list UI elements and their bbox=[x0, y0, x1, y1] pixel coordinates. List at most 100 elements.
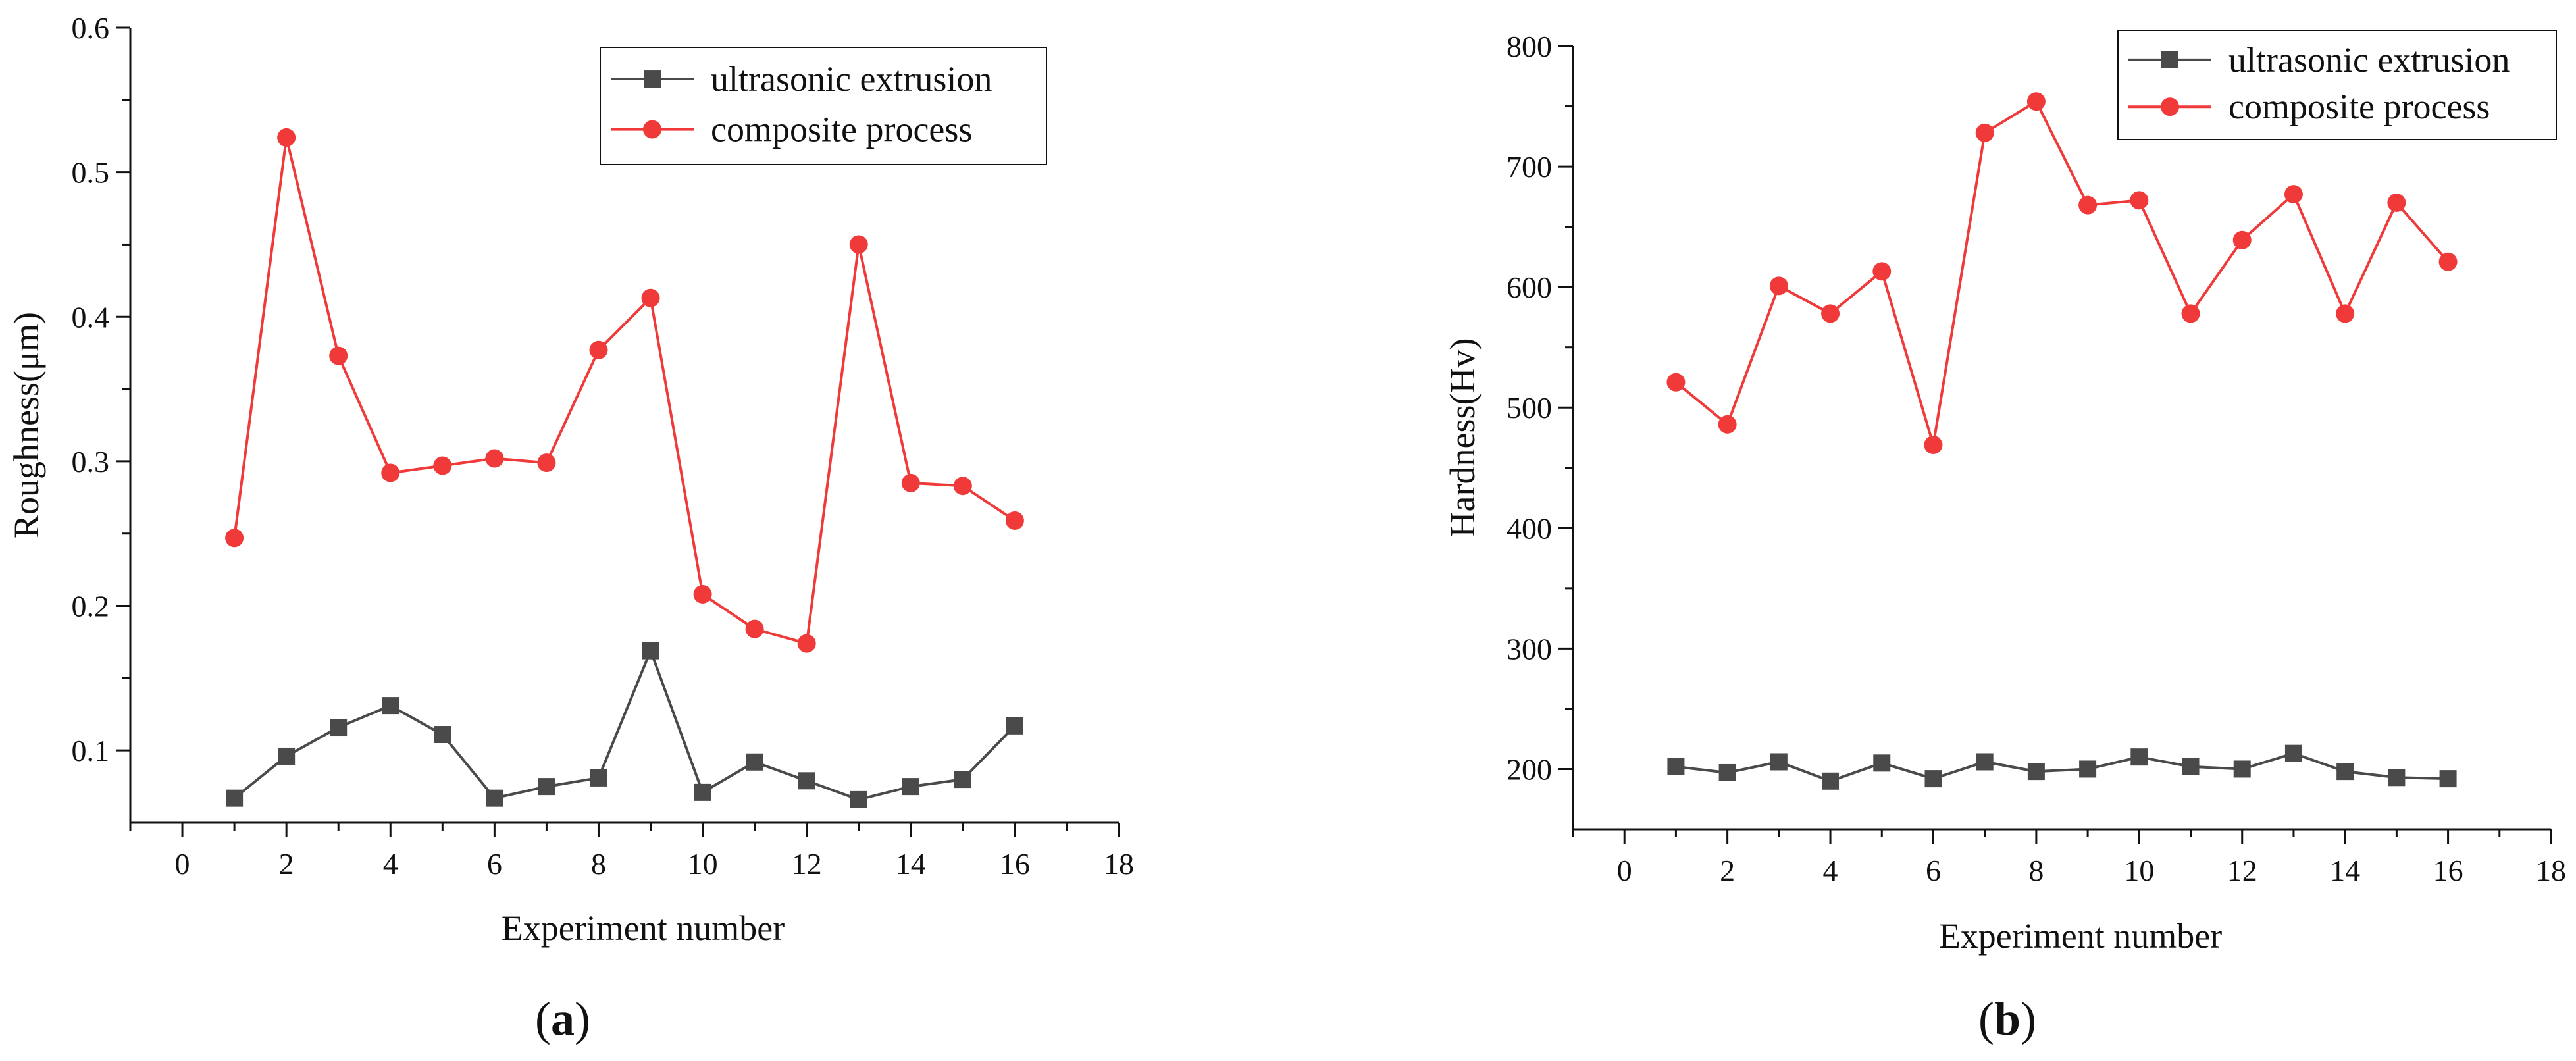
data-point-square bbox=[694, 783, 711, 801]
data-point-square bbox=[2336, 763, 2354, 781]
y-tick-label: 600 bbox=[1507, 271, 1552, 304]
y-tick-label: 0.4 bbox=[72, 300, 110, 334]
y-tick-label: 700 bbox=[1507, 150, 1552, 184]
data-point-square bbox=[902, 778, 919, 796]
data-point-square bbox=[2130, 748, 2148, 766]
data-point-square bbox=[1924, 770, 1942, 788]
legend-label: composite process bbox=[711, 110, 972, 149]
x-tick-label: 14 bbox=[896, 847, 926, 881]
x-tick-label: 2 bbox=[279, 847, 294, 881]
data-point-circle bbox=[2130, 191, 2149, 210]
chart-panel-a: 0 2 4 6 8 10 12 14 16 18 0.1 0.2 0.3 0.4 0.5 0.6 Experim… bbox=[7, 11, 1134, 1045]
data-point-circle bbox=[641, 288, 660, 307]
legend-marker-square bbox=[2161, 51, 2178, 68]
x-tick-label: 10 bbox=[2124, 854, 2154, 887]
data-point-square bbox=[538, 778, 555, 796]
x-tick-label: 6 bbox=[1926, 854, 1941, 887]
data-point-square bbox=[1873, 754, 1891, 772]
data-point-circle bbox=[797, 634, 816, 653]
data-point-circle bbox=[2026, 92, 2046, 111]
data-point-circle bbox=[2181, 304, 2200, 323]
data-point-square bbox=[590, 769, 607, 787]
data-point-circle bbox=[2387, 194, 2406, 212]
data-point-square bbox=[954, 771, 971, 789]
legend-marker-circle bbox=[2161, 97, 2179, 116]
y-axis-title: Roughness(μm) bbox=[7, 312, 46, 538]
data-point-circle bbox=[2232, 230, 2252, 249]
data-point-circle bbox=[277, 128, 296, 147]
data-point-circle bbox=[329, 346, 348, 365]
panel-letter: a bbox=[551, 993, 575, 1045]
data-point-square bbox=[1718, 763, 1736, 781]
data-point-square bbox=[1667, 758, 1685, 775]
y-tick-label: 400 bbox=[1507, 511, 1552, 545]
x-tick-label: 10 bbox=[688, 847, 718, 881]
data-point-square bbox=[486, 789, 503, 807]
data-point-circle bbox=[1769, 276, 1788, 296]
y-tick-label: 0.3 bbox=[72, 445, 110, 479]
panel-label: (a) bbox=[535, 993, 590, 1045]
data-point-square bbox=[642, 642, 659, 660]
data-point-square bbox=[278, 747, 296, 765]
chart-panel-b: 0 2 4 6 8 10 12 14 16 18 200 300 400 500 600 700 800 Expe… bbox=[1443, 30, 2566, 1045]
x-tick-label: 16 bbox=[1000, 847, 1030, 881]
legend-marker-square bbox=[644, 70, 661, 88]
data-point-square bbox=[850, 790, 867, 808]
y-tick-label: 800 bbox=[1507, 30, 1552, 63]
data-point-circle bbox=[381, 463, 400, 482]
y-tick-label: 0.6 bbox=[72, 11, 110, 45]
data-point-square bbox=[2388, 769, 2406, 787]
x-tick-label: 12 bbox=[792, 847, 822, 881]
x-tick-label: 4 bbox=[1823, 854, 1838, 887]
legend-label: ultrasonic extrusion bbox=[711, 59, 992, 99]
x-tick-label: 14 bbox=[2330, 854, 2360, 887]
data-point-square bbox=[382, 697, 399, 715]
data-point-square bbox=[330, 719, 348, 737]
data-point-circle bbox=[693, 584, 712, 604]
data-point-circle bbox=[537, 453, 556, 473]
data-point-circle bbox=[1718, 415, 1737, 434]
panel-label: (b) bbox=[1978, 993, 2036, 1045]
data-point-circle bbox=[2336, 304, 2355, 323]
data-point-square bbox=[798, 772, 815, 790]
data-point-square bbox=[1006, 717, 1023, 735]
x-tick-label: 18 bbox=[2536, 854, 2566, 887]
data-point-circle bbox=[2078, 195, 2098, 215]
data-point-square bbox=[1770, 753, 1788, 771]
data-point-square bbox=[226, 789, 244, 807]
y-tick-label: 0.1 bbox=[72, 734, 110, 767]
data-point-square bbox=[2027, 763, 2045, 781]
legend-label: ultrasonic extrusion bbox=[2228, 40, 2510, 80]
data-point-circle bbox=[2438, 252, 2458, 271]
data-point-circle bbox=[901, 473, 920, 492]
x-tick-label: 18 bbox=[1104, 847, 1134, 881]
data-point-circle bbox=[1005, 511, 1024, 530]
x-tick-label: 2 bbox=[1720, 854, 1735, 887]
legend-box bbox=[600, 47, 1047, 165]
data-point-circle bbox=[225, 529, 244, 548]
y-tick-label: 300 bbox=[1507, 632, 1552, 665]
series-line-0 bbox=[233, 649, 1016, 801]
legend-marker-circle bbox=[643, 120, 661, 139]
x-tick-label: 6 bbox=[487, 847, 502, 881]
data-point-circle bbox=[433, 456, 452, 475]
data-point-square bbox=[434, 726, 451, 744]
data-point-circle bbox=[953, 477, 972, 496]
legend-label: composite process bbox=[2228, 87, 2490, 126]
data-point-square bbox=[746, 753, 763, 771]
y-axis-title: Hardness(Hv) bbox=[1443, 338, 1482, 538]
data-point-circle bbox=[1975, 123, 1994, 142]
data-point-square bbox=[2079, 760, 2097, 778]
y-tick-label: 200 bbox=[1507, 752, 1552, 786]
data-point-circle bbox=[745, 619, 764, 638]
series-line-1 bbox=[233, 136, 1016, 645]
data-point-circle bbox=[1924, 435, 1943, 454]
x-axis-title: Experiment number bbox=[502, 908, 785, 948]
x-tick-label: 12 bbox=[2227, 854, 2257, 887]
legend: ultrasonic extrusion composite process bbox=[2117, 30, 2557, 140]
data-point-square bbox=[1976, 753, 1994, 771]
x-tick-label: 8 bbox=[591, 847, 606, 881]
data-point-circle bbox=[849, 235, 868, 254]
data-point-square bbox=[2233, 760, 2251, 778]
